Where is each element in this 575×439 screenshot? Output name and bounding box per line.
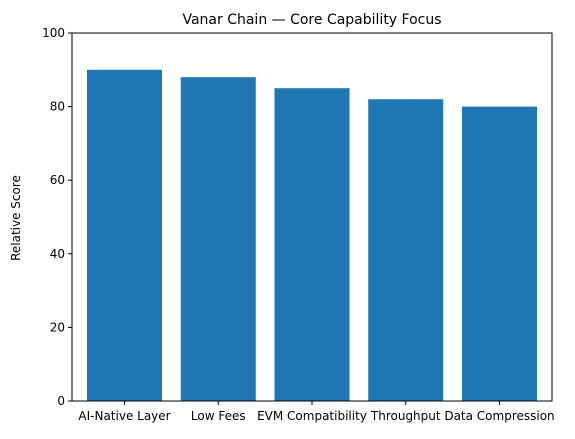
bar-1 bbox=[180, 77, 256, 401]
bar-2 bbox=[274, 88, 350, 401]
x-tick-label-2: EVM Compatibility bbox=[257, 409, 367, 423]
x-tick-label-1: Low Fees bbox=[191, 409, 246, 423]
bar-3 bbox=[368, 99, 444, 402]
x-tick-label-0: AI-Native Layer bbox=[78, 409, 170, 423]
bar-4 bbox=[462, 106, 537, 401]
y-tick-label-1: 20 bbox=[50, 320, 65, 334]
y-tick-label-2: 40 bbox=[50, 247, 65, 261]
y-axis-ticks: 0 20 40 60 80 100 bbox=[42, 26, 72, 408]
y-tick-label-5: 100 bbox=[42, 26, 65, 40]
plot-frame bbox=[71, 32, 553, 402]
x-tick-label-3: Throughput bbox=[370, 409, 441, 423]
chart-title: Vanar Chain — Core Capability Focus bbox=[182, 12, 441, 28]
x-axis-ticks: AI-Native Layer Low Fees EVM Compatibility… bbox=[78, 401, 555, 423]
y-tick-label-4: 80 bbox=[50, 100, 65, 114]
y-axis-label: Relative Score bbox=[9, 175, 23, 261]
bar-0 bbox=[87, 69, 162, 402]
y-tick-label-0: 0 bbox=[57, 394, 65, 408]
x-tick-label-4: Data Compression bbox=[444, 409, 554, 423]
y-tick-label-3: 60 bbox=[50, 173, 65, 187]
bars-layer bbox=[87, 69, 537, 402]
